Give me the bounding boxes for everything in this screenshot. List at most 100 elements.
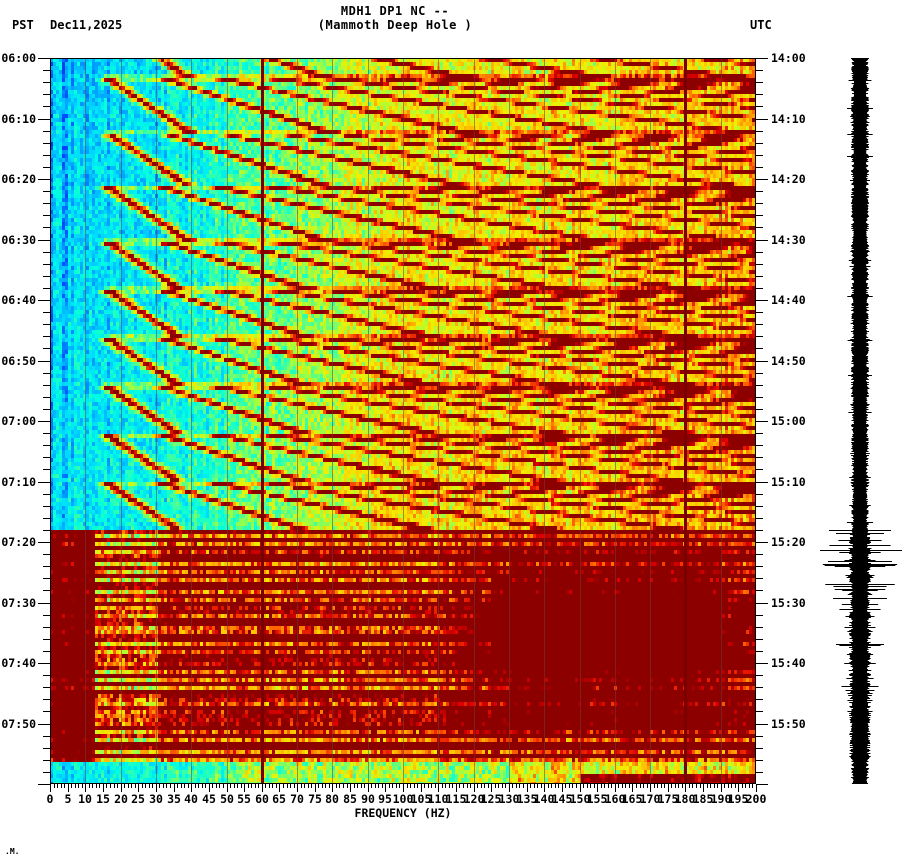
frequency-label: 135 [516,792,538,806]
frequency-tick [297,784,298,792]
axis-tick [43,748,50,749]
axis-tick [43,699,50,700]
axis-tick [43,131,50,132]
time-axis-label: 15:40 [771,656,806,670]
axis-tick [43,227,50,228]
axis-tick [756,119,768,120]
frequency-tick [166,784,167,788]
frequency-label: 80 [325,792,339,806]
frequency-tick [689,784,690,788]
frequency-label: 115 [445,792,467,806]
frequency-tick [509,784,510,792]
frequency-tick [403,784,404,792]
frequency-label: 150 [569,792,591,806]
frequency-tick [710,784,711,788]
frequency-tick [209,784,210,792]
time-axis-label: 06:20 [1,172,36,186]
frequency-tick [364,784,365,788]
frequency-tick [640,784,641,788]
axis-tick [43,578,50,579]
axis-tick [756,143,763,144]
spectrogram-plot[interactable] [50,58,756,784]
axis-tick [756,590,763,591]
frequency-tick [583,784,584,788]
axis-tick [756,724,768,725]
frequency-tick [244,784,245,792]
frequency-tick [587,784,588,788]
time-axis-label: 14:10 [771,112,806,126]
frequency-tick [371,784,372,788]
frequency-tick [534,784,535,788]
axis-tick [756,336,763,337]
time-axis-label: 06:10 [1,112,36,126]
frequency-label: 175 [657,792,679,806]
time-axis-label: 15:50 [771,717,806,731]
axis-tick [756,457,763,458]
time-axis-label: 06:30 [1,233,36,247]
frequency-tick [618,784,619,788]
frequency-tick [184,784,185,788]
frequency-label: 15 [96,792,110,806]
frequency-tick [142,784,143,788]
frequency-tick [675,784,676,788]
frequency-label: 55 [237,792,251,806]
axis-tick [43,772,50,773]
frequency-tick [357,784,358,788]
frequency-tick [707,784,708,788]
axis-tick [756,167,763,168]
axis-tick [756,639,763,640]
frequency-label: 5 [64,792,72,806]
frequency-tick [241,784,242,788]
right-timezone-label: UTC [750,18,772,32]
frequency-tick [481,784,482,788]
frequency-tick [594,784,595,788]
frequency-tick [145,784,146,788]
frequency-tick [474,784,475,792]
axis-tick [756,191,763,192]
axis-tick [43,566,50,567]
frequency-tick [643,784,644,788]
frequency-label: 125 [480,792,502,806]
axis-tick [38,240,50,241]
axis-tick [38,724,50,725]
axis-tick [38,179,50,180]
axis-tick [756,748,763,749]
frequency-tick [647,784,648,788]
frequency-tick [205,784,206,788]
frequency-tick [195,784,196,788]
frequency-tick [149,784,150,788]
axis-tick [38,58,50,59]
frequency-tick [721,784,722,792]
corner-mark: .M. [5,847,20,856]
frequency-tick [477,784,478,788]
frequency-tick [181,784,182,788]
frequency-tick [368,784,369,792]
axis-tick [43,264,50,265]
axis-tick [43,457,50,458]
frequency-tick [212,784,213,788]
frequency-tick [523,784,524,788]
frequency-tick [339,784,340,788]
frequency-tick [110,784,111,788]
frequency-label: 40 [184,792,198,806]
frequency-tick [738,784,739,792]
frequency-tick [498,784,499,788]
axis-tick [756,699,763,700]
frequency-tick [188,784,189,788]
frequency-label: 120 [463,792,485,806]
frequency-tick [78,784,79,788]
frequency-tick [315,784,316,792]
frequency-tick [290,784,291,788]
axis-tick [43,288,50,289]
axis-tick [756,530,763,531]
frequency-tick [700,784,701,788]
axis-tick [756,603,768,604]
frequency-tick [516,784,517,788]
frequency-tick [749,784,750,788]
frequency-tick [301,784,302,788]
axis-tick [43,373,50,374]
frequency-tick [728,784,729,788]
frequency-tick [604,784,605,788]
axis-tick [43,409,50,410]
frequency-tick [106,784,107,788]
